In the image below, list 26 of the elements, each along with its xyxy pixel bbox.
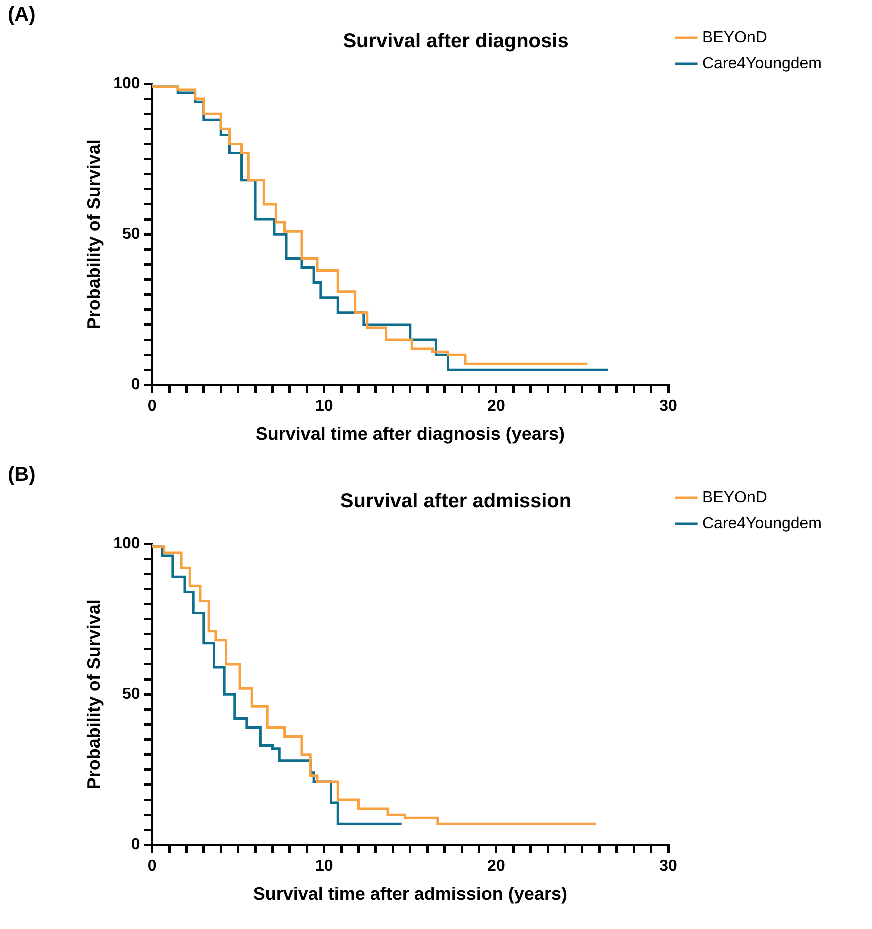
y-tick-label: 50: [122, 686, 140, 704]
text: (B): [8, 464, 36, 487]
x-tick-label: 10: [315, 858, 334, 876]
x-tick-label: 20: [488, 858, 506, 876]
chart-title: Survival after diagnosis: [343, 30, 569, 53]
chart-title: Survival after admission: [340, 490, 572, 513]
x-tick-label: 10: [315, 398, 334, 416]
y-tick-label: 0: [131, 376, 140, 394]
x-tick-label: 20: [488, 398, 506, 416]
legend-label: Care4Youngdem: [702, 515, 822, 532]
x-tick-label: 0: [148, 398, 157, 416]
y-tick-label: 100: [114, 75, 140, 92]
x-axis-title: Survival time after diagnosis (years): [256, 424, 565, 444]
x-tick-label: 30: [660, 858, 678, 876]
y-axis-title: Probability of Survival: [84, 140, 104, 330]
legend-label: Care4Youngdem: [702, 55, 822, 72]
x-axis-title: Survival time after admission (years): [253, 884, 568, 904]
legend-label: BEYOnD: [702, 489, 768, 506]
y-tick-label: 0: [131, 836, 140, 854]
y-axis-title: Probability of Survival: [84, 600, 104, 790]
y-tick-label: 100: [114, 535, 140, 552]
x-tick-label: 30: [660, 398, 678, 416]
legend-label: BEYOnD: [702, 29, 768, 46]
x-tick-label: 0: [148, 858, 157, 876]
y-tick-label: 50: [122, 226, 140, 244]
text: (A): [8, 4, 36, 27]
